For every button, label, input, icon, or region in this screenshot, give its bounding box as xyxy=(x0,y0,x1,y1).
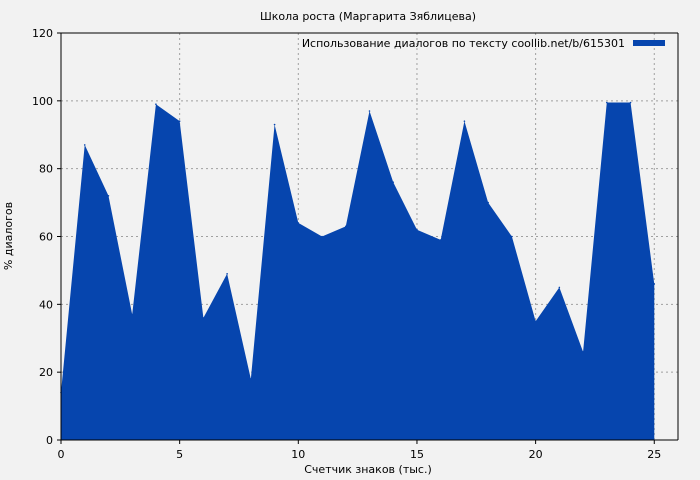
data-point xyxy=(368,110,371,112)
data-point xyxy=(416,228,418,231)
data-point xyxy=(202,317,205,319)
y-tick-label: 100 xyxy=(32,95,53,108)
data-point xyxy=(463,120,466,122)
legend-swatch xyxy=(633,40,665,46)
x-tick-label: 0 xyxy=(58,448,65,461)
y-tick-label: 60 xyxy=(39,231,53,244)
chart-title: Школа роста (Маргарита Зяблицева) xyxy=(260,10,476,23)
x-axis-label: Счетчик знаков (тыс.) xyxy=(304,463,432,476)
data-point xyxy=(558,286,561,289)
data-point xyxy=(487,201,489,204)
legend-label: Использование диалогов по тексту coollib… xyxy=(302,37,625,50)
data-point xyxy=(273,123,276,126)
y-tick-label: 80 xyxy=(39,163,53,176)
y-tick-label: 0 xyxy=(46,434,53,447)
data-point xyxy=(392,181,395,184)
y-tick-label: 20 xyxy=(39,366,53,379)
x-tick-label: 10 xyxy=(291,448,305,461)
y-tick-label: 120 xyxy=(32,27,53,40)
data-point xyxy=(155,103,157,106)
data-point xyxy=(107,195,110,197)
series-area xyxy=(61,102,655,440)
data-point xyxy=(297,222,300,224)
data-point xyxy=(511,235,513,238)
data-point xyxy=(629,101,632,104)
data-point xyxy=(439,239,442,241)
data-point xyxy=(226,273,228,275)
data-point xyxy=(178,120,181,122)
data-point xyxy=(344,225,347,228)
x-tick-label: 25 xyxy=(647,448,661,461)
tick-labels: 0 20 40 60 80 100 120 0 5 10 15 20 25 xyxy=(32,27,661,461)
data-point xyxy=(534,320,537,323)
data-point xyxy=(83,144,86,146)
data-point xyxy=(321,235,323,238)
data-point xyxy=(582,351,584,353)
x-tick-label: 5 xyxy=(176,448,183,461)
x-tick-label: 15 xyxy=(410,448,424,461)
legend: Использование диалогов по тексту coollib… xyxy=(302,37,665,50)
data-point xyxy=(250,378,252,380)
data-point xyxy=(131,313,133,316)
data-point xyxy=(653,283,656,285)
y-tick-label: 40 xyxy=(39,298,53,311)
y-axis-label: % диалогов xyxy=(2,202,15,270)
x-tick-label: 20 xyxy=(529,448,543,461)
data-point xyxy=(606,101,608,104)
axes xyxy=(57,32,679,444)
